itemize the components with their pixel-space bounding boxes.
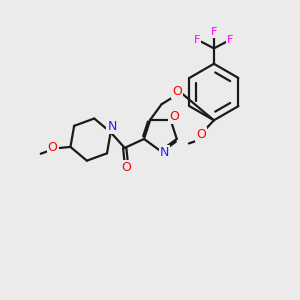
Text: O: O: [172, 85, 182, 98]
Text: N: N: [107, 120, 117, 134]
Text: N: N: [160, 146, 169, 159]
Text: O: O: [48, 141, 58, 154]
Text: F: F: [211, 27, 217, 37]
Text: O: O: [121, 161, 131, 174]
Text: O: O: [196, 128, 206, 141]
Text: O: O: [169, 110, 179, 123]
Text: F: F: [227, 35, 234, 45]
Text: F: F: [194, 35, 200, 45]
